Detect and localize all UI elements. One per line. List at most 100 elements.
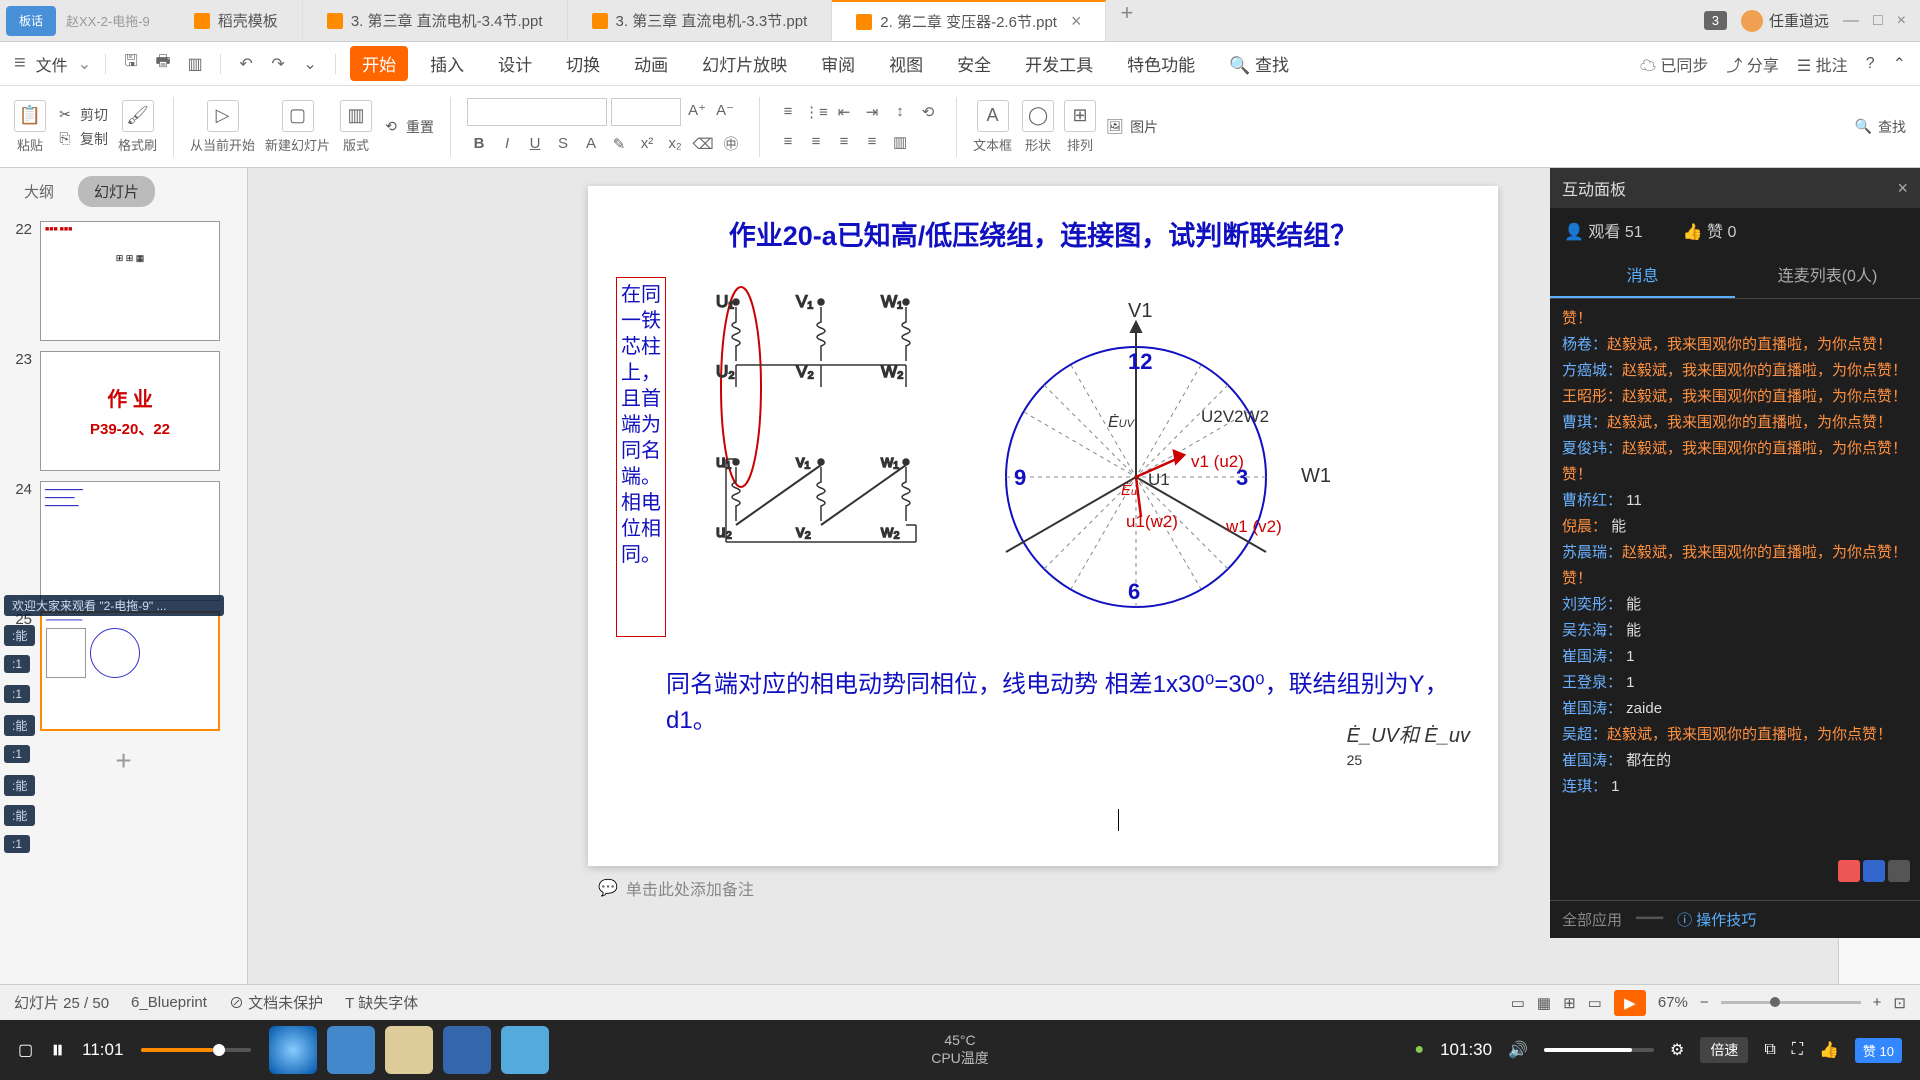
slideshow-button[interactable]: ▶ [1614, 990, 1646, 1016]
align-right-icon[interactable]: ≡ [832, 130, 856, 154]
zoom-value[interactable]: 67% [1658, 994, 1688, 1011]
arrange-button[interactable]: ⊞排列 [1064, 100, 1096, 154]
normal-view-icon[interactable]: ▦ [1537, 994, 1551, 1012]
help-icon[interactable]: ? [1866, 55, 1875, 73]
settings-icon[interactable]: ⚙ [1670, 1040, 1684, 1060]
zoom-out-icon[interactable]: − [1700, 994, 1709, 1011]
new-slide[interactable]: ▢新建幻灯片 [265, 100, 330, 154]
app-icon[interactable] [385, 1026, 433, 1074]
align-justify-icon[interactable]: ≡ [860, 130, 884, 154]
find-button[interactable]: 🔍 查找 [1855, 117, 1906, 137]
maximize-button[interactable]: □ [1873, 12, 1883, 30]
save-icon[interactable]: 🖫 [120, 53, 142, 75]
pip-icon[interactable]: ⧉ [1764, 1041, 1775, 1059]
app-icon[interactable] [501, 1026, 549, 1074]
slide-thumb[interactable]: 24━━━━━━━━━━━━━━━━━━━━━━━━ [6, 481, 241, 601]
volume-icon[interactable]: 🔊 [1508, 1040, 1528, 1060]
play-from-current[interactable]: ▷从当前开始 [190, 100, 255, 154]
linespace-icon[interactable]: ↕ [888, 100, 912, 124]
undo-icon[interactable]: ↶ [235, 53, 257, 75]
zoom-in-icon[interactable]: + [1873, 994, 1882, 1011]
slide-thumb[interactable]: 25━━━━━━━━━━ [6, 611, 241, 731]
slide-thumb[interactable]: 23作 业P39-20、22 [6, 351, 241, 471]
add-slide-button[interactable]: + [104, 741, 144, 781]
tab-templates[interactable]: 稻壳模板 [170, 0, 303, 41]
paste-group[interactable]: 📋粘贴 [14, 100, 46, 154]
close-icon[interactable]: × [1071, 11, 1082, 32]
reading-view-icon[interactable]: ▭ [1588, 994, 1602, 1012]
bold-icon[interactable]: B [467, 132, 491, 156]
print-icon[interactable]: 🖶 [152, 53, 174, 75]
chat-close-icon[interactable]: × [1897, 178, 1908, 199]
app-icon[interactable] [327, 1026, 375, 1074]
picture-button[interactable]: 🖼图片 [1106, 117, 1158, 137]
minimize-button[interactable]: — [1843, 12, 1859, 30]
add-tab-button[interactable]: + [1106, 0, 1147, 41]
textbox-button[interactable]: A文本框 [973, 100, 1012, 154]
protect-status[interactable]: ⊘ 文档未保护 [229, 992, 323, 1013]
preview-icon[interactable]: ▥ [184, 53, 206, 75]
strike-icon[interactable]: S [551, 132, 575, 156]
notes-placeholder[interactable]: 💬单击此处添加备注 [588, 866, 1498, 910]
comment-button[interactable]: ☰ 批注 [1797, 52, 1848, 76]
user-menu[interactable]: 任重道远 [1741, 10, 1829, 32]
pause-icon[interactable]: ⏸ [51, 1034, 64, 1066]
columns-icon[interactable]: ▥ [888, 130, 912, 154]
numbering-icon[interactable]: ⋮≡ [804, 100, 828, 124]
cut-button[interactable]: ✂剪切 [56, 105, 108, 125]
bullets-icon[interactable]: ≡ [776, 100, 800, 124]
app-icon[interactable] [269, 1026, 317, 1074]
chat-messages[interactable]: 赞！杨卷：赵毅斌，我来围观你的直播啦，为你点赞！方癌城：赵毅斌，我来围观你的直播… [1550, 299, 1920, 900]
menu-slideshow[interactable]: 幻灯片放映 [690, 46, 799, 81]
tab-file-2[interactable]: 3. 第三章 直流电机-3.3节.ppt [568, 0, 833, 41]
speed-button[interactable]: 倍速 [1700, 1037, 1748, 1063]
collapse-icon[interactable]: ⌃ [1893, 54, 1906, 74]
menu-home[interactable]: 开始 [350, 46, 408, 81]
tab-file-1[interactable]: 3. 第三章 直流电机-3.4节.ppt [303, 0, 568, 41]
chat-tab-miclist[interactable]: 连麦列表(0人) [1735, 252, 1920, 298]
shape-button[interactable]: ◯形状 [1022, 100, 1054, 154]
fit-icon[interactable]: ⊡ [1893, 994, 1906, 1012]
reset-button[interactable]: ⟲重置 [382, 117, 434, 137]
file-menu[interactable]: 文件 [36, 52, 68, 76]
slides-tab[interactable]: 幻灯片 [78, 176, 155, 207]
menu-review[interactable]: 审阅 [809, 46, 867, 81]
tips-button[interactable]: ⓘ 操作技巧 [1677, 909, 1756, 930]
chat-tab-messages[interactable]: 消息 [1550, 252, 1735, 298]
super-icon[interactable]: x² [635, 132, 659, 156]
menu-features[interactable]: 特色功能 [1115, 46, 1207, 81]
italic-icon[interactable]: I [495, 132, 519, 156]
clear-icon[interactable]: ⌫ [691, 132, 715, 156]
menu-search[interactable]: 🔍 查找 [1217, 46, 1301, 81]
align-center-icon[interactable]: ≡ [804, 130, 828, 154]
menu-insert[interactable]: 插入 [418, 46, 476, 81]
slide-thumb[interactable]: 22■■■ ■■■⊞ ⊞ ▦ [6, 221, 241, 341]
fonts-status[interactable]: T 缺失字体 [345, 992, 418, 1013]
app-icon[interactable] [443, 1026, 491, 1074]
indent-dec-icon[interactable]: ⇤ [832, 100, 856, 124]
tab-file-3[interactable]: 2. 第二章 变压器-2.6节.ppt× [832, 0, 1106, 41]
format-painter[interactable]: 🖌格式刷 [118, 100, 157, 154]
slide[interactable]: 作业20-a已知高/低压绕组，连接图，试判断联结组？ 在同一铁芯柱上，且首端为同… [588, 186, 1498, 866]
redo-icon[interactable]: ↷ [267, 53, 289, 75]
menu-design[interactable]: 设计 [486, 46, 544, 81]
notes-toggle[interactable]: ▭ [1511, 994, 1525, 1012]
align-left-icon[interactable]: ≡ [776, 130, 800, 154]
menu-dev[interactable]: 开发工具 [1013, 46, 1105, 81]
menu-animation[interactable]: 动画 [622, 46, 680, 81]
thumbnail-list[interactable]: 22■■■ ■■■⊞ ⊞ ▦ 23作 业P39-20、22 24━━━━━━━━… [0, 215, 247, 984]
shrink-font-icon[interactable]: A⁻ [713, 98, 737, 122]
screenshot-icon[interactable]: ▢ [18, 1040, 33, 1060]
dropdown-icon[interactable]: ⌄ [299, 53, 321, 75]
seek-bar[interactable] [141, 1048, 251, 1052]
copy-button[interactable]: ⎘复制 [56, 129, 108, 149]
menu-view[interactable]: 视图 [877, 46, 935, 81]
hamburger-icon[interactable]: ≡ [14, 52, 26, 75]
font-size-select[interactable] [611, 98, 681, 126]
phonetic-icon[interactable]: ㊥ [719, 132, 743, 156]
zoom-slider[interactable] [1721, 1001, 1861, 1004]
font-family-select[interactable] [467, 98, 607, 126]
menu-transition[interactable]: 切换 [554, 46, 612, 81]
layout-button[interactable]: ▥版式 [340, 100, 372, 154]
share-button[interactable]: ⤴ 分享 [1726, 52, 1778, 76]
